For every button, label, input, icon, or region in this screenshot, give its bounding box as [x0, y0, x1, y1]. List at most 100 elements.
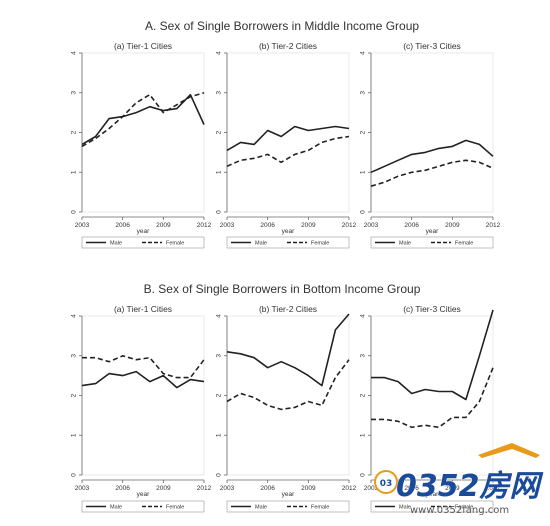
watermark-badge-icon [374, 470, 398, 494]
x-tick-label: 2012 [486, 222, 501, 229]
chart-title: (b) Tier-2 Cities [259, 41, 317, 51]
legend-male-label: Male [399, 505, 411, 511]
x-axis-label: year [282, 228, 295, 235]
y-tick-label: 4 [216, 51, 223, 55]
x-tick-label: 2009 [301, 485, 316, 492]
y-tick-label: 2 [360, 393, 367, 397]
legend-male-label: Male [110, 505, 122, 511]
y-tick-label: 2 [71, 130, 78, 134]
series-female-line [82, 354, 205, 379]
x-tick-label: 2012 [342, 222, 357, 229]
x-axis-label: year [282, 491, 295, 498]
y-tick-label: 0 [216, 473, 223, 477]
x-tick-label: 2009 [156, 222, 171, 229]
watermark-badge: 03 [380, 479, 393, 489]
legend-female-label: Female [166, 241, 184, 247]
x-tick-label: 2009 [445, 222, 460, 229]
x-tick-label: 2006 [260, 485, 275, 492]
y-tick-label: 1 [216, 433, 223, 437]
panel-b-title: B. Sex of Single Borrowers in Bottom Inc… [144, 282, 421, 296]
watermark-roof-icon [478, 443, 540, 458]
x-tick-label: 2009 [445, 485, 460, 492]
y-tick-label: 3 [360, 91, 367, 95]
legend-male-label: Male [255, 505, 267, 511]
chart-title: (a) Tier-1 Cities [114, 304, 172, 314]
chart-1-1: (b) Tier-2 Cities 0 1 2 3 4 2003 2006 2009 2012 ye… [216, 304, 357, 513]
legend: Male Female [81, 500, 205, 513]
x-axis-label: year [137, 491, 150, 498]
x-axis-label: year [426, 491, 439, 498]
y-tick-label: 2 [360, 130, 367, 134]
plot-region [370, 315, 494, 476]
series-female-line [371, 367, 494, 429]
legend-female-label: Female [311, 241, 329, 247]
y-tick-label: 0 [360, 210, 367, 214]
watermark-logo: 0352房网 [396, 469, 543, 504]
x-tick-label: 2003 [220, 485, 235, 492]
x-tick-label: 2012 [342, 485, 357, 492]
panel-a-title: A. Sex of Single Borrowers in Middle Inc… [145, 19, 419, 33]
y-tick-label: 0 [71, 473, 78, 477]
plot-region [370, 52, 494, 213]
y-tick-label: 4 [216, 314, 223, 318]
x-tick-label: 2012 [486, 485, 501, 492]
y-tick-label: 2 [216, 393, 223, 397]
y-tick-label: 3 [71, 91, 78, 95]
legend-female-label: Female [311, 505, 329, 511]
y-tick-label: 4 [71, 314, 78, 318]
chart-title: (c) Tier-3 Cities [403, 41, 461, 51]
legend: Male Female [370, 500, 494, 513]
x-tick-label: 2006 [115, 485, 130, 492]
chart-title: (c) Tier-3 Cities [403, 304, 461, 314]
x-tick-label: 2006 [260, 222, 275, 229]
series-female-line [81, 92, 205, 148]
series-female-line [226, 135, 350, 168]
y-tick-label: 3 [71, 354, 78, 358]
y-tick-label: 1 [71, 170, 78, 174]
chart-1-0: (a) Tier-1 Cities 0 1 2 3 4 2003 2006 2009 2012 ye… [71, 304, 212, 513]
y-tick-label: 1 [216, 170, 223, 174]
chart-0-0: (a) Tier-1 Cities 0 1 2 3 4 2003 2006 2009 2012 ye… [71, 41, 212, 249]
x-tick-label: 2009 [301, 222, 316, 229]
legend-male-label: Male [399, 241, 411, 247]
x-tick-label: 2006 [404, 485, 419, 492]
legend: Male Female [226, 500, 350, 513]
y-tick-label: 3 [360, 354, 367, 358]
x-tick-label: 2003 [75, 485, 90, 492]
y-tick-label: 3 [216, 354, 223, 358]
chart-0-2: (c) Tier-3 Cities 0 1 2 3 4 2003 2006 2009 2012 ye… [360, 41, 501, 249]
x-tick-label: 2003 [364, 222, 379, 229]
x-axis-label: year [137, 228, 150, 235]
y-tick-label: 0 [360, 473, 367, 477]
watermark-url: www.0352fang.com [410, 505, 509, 516]
series-male-line [81, 370, 205, 389]
series-male-line [226, 313, 350, 387]
legend-female-label: Female [455, 241, 473, 247]
series-male-line [226, 125, 350, 152]
y-tick-label: 1 [71, 433, 78, 437]
legend-male-label: Male [255, 241, 267, 247]
x-tick-label: 2003 [75, 222, 90, 229]
x-tick-label: 2003 [220, 222, 235, 229]
x-tick-label: 2012 [197, 222, 212, 229]
y-tick-label: 3 [216, 91, 223, 95]
x-tick-label: 2006 [404, 222, 419, 229]
x-tick-label: 2009 [156, 485, 171, 492]
y-tick-label: 4 [360, 314, 367, 318]
y-tick-label: 4 [360, 51, 367, 55]
y-tick-label: 2 [71, 393, 78, 397]
y-tick-label: 2 [216, 130, 223, 134]
series-male-line [370, 139, 494, 174]
y-tick-label: 0 [216, 210, 223, 214]
legend-female-label: Female [455, 505, 473, 511]
legend-male-label: Male [110, 241, 122, 247]
watermark: 03 0352房网 www.0352fang.com [374, 443, 544, 516]
x-tick-label: 2003 [364, 485, 379, 492]
chart-title: (a) Tier-1 Cities [114, 41, 172, 51]
series-male-line [371, 309, 494, 401]
y-tick-label: 0 [71, 210, 78, 214]
legend-female-label: Female [166, 505, 184, 511]
y-tick-label: 1 [360, 433, 367, 437]
chart-1-2: (c) Tier-3 Cities 0 1 2 3 4 2003 2006 2009 2012 ye… [360, 304, 501, 513]
